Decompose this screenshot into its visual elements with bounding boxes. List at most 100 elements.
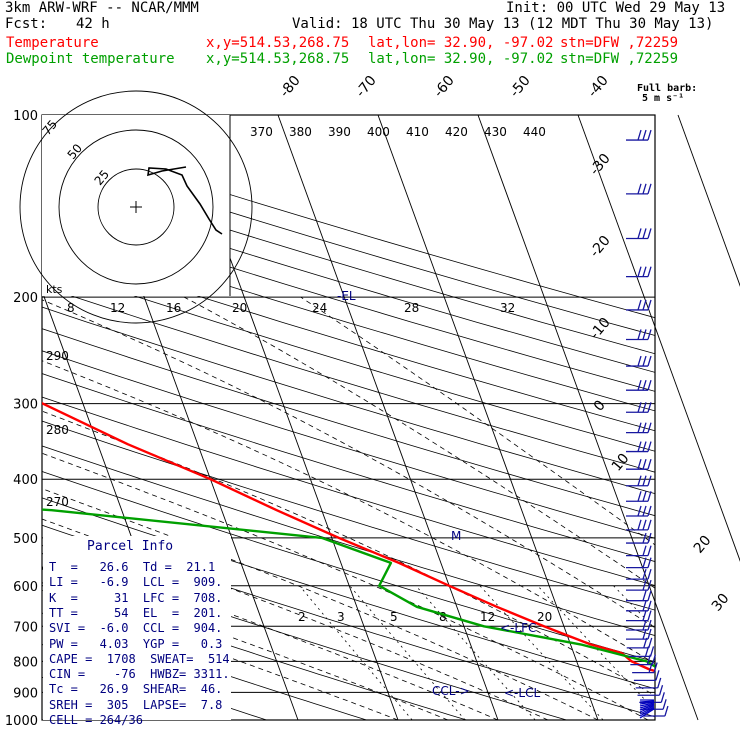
dry-adiabat xyxy=(42,471,655,663)
dry-adiabat xyxy=(42,245,655,432)
wind-barb-flag xyxy=(642,422,647,433)
wind-barb-flag xyxy=(642,590,647,601)
pressure-label: 700 xyxy=(13,620,38,635)
wind-barb-flag xyxy=(647,628,652,640)
isotherm-label: 0 xyxy=(591,397,609,414)
wind-barb-flag xyxy=(647,422,652,433)
wind-barb-flag xyxy=(642,532,647,544)
wind-barb-flag xyxy=(647,379,652,391)
wind-barb-flag xyxy=(643,637,648,649)
wind-barb-flag xyxy=(642,228,647,239)
wind-barb-flag xyxy=(657,677,662,689)
wind-barb-flag xyxy=(647,590,652,601)
wind-barb-flag xyxy=(647,491,652,502)
mixing-ratio-line xyxy=(349,585,466,720)
theta-label: 370 xyxy=(250,125,273,139)
wind-barb-flag xyxy=(642,619,647,631)
wind-barb-flag xyxy=(637,475,642,486)
isotherm-label: 30 xyxy=(709,591,733,615)
wind-barb-flag xyxy=(637,299,642,311)
isotherm-label: -20 xyxy=(587,233,614,261)
isotherm-label: -40 xyxy=(585,73,612,101)
mixing-ratio-label: 5 xyxy=(390,610,398,624)
wind-barb-flag xyxy=(642,568,647,580)
valid-time: Valid: 18 UTC Thu 30 May 13 (12 MDT Thu … xyxy=(292,16,714,32)
isotherm-line xyxy=(377,114,599,721)
wind-barb-flag xyxy=(647,519,652,531)
wind-barb-flag xyxy=(637,379,642,391)
wind-barb-flag xyxy=(642,379,647,391)
parcel-info-row: Tc = 26.9 SHEAR= 46. xyxy=(49,682,223,697)
dry-adiabat xyxy=(42,445,655,636)
pressure-label: 600 xyxy=(13,580,38,595)
wind-barb-flag xyxy=(647,329,652,340)
wind-barb-flag xyxy=(637,266,642,277)
temperature-trace xyxy=(42,401,655,673)
dry-adiabat xyxy=(42,420,655,611)
wind-barb-flag xyxy=(647,532,652,544)
wind-barb-flag xyxy=(642,183,647,195)
legend-temperature-label: Temperature xyxy=(6,35,99,51)
parcel-info-row: CELL = 264/36 xyxy=(49,713,143,727)
mixing-ratio-label: 20 xyxy=(537,610,552,624)
mixing-ratio-label: 28 xyxy=(404,301,419,315)
isotherm-label: 10 xyxy=(609,451,633,475)
mixing-ratio-label: 32 xyxy=(500,301,515,315)
wind-barb-flag xyxy=(637,422,642,433)
theta-e-label: 280 xyxy=(46,423,69,437)
wind-barb-flag xyxy=(648,637,653,649)
theta-label: 390 xyxy=(328,125,351,139)
wind-barb-flag xyxy=(642,557,647,568)
wind-barb-flag xyxy=(664,705,669,717)
isotherm-label: -50 xyxy=(507,73,534,101)
pressure-label: 200 xyxy=(13,291,38,306)
theta-label: 430 xyxy=(484,125,507,139)
wind-barb-flag xyxy=(642,402,647,413)
wind-barb-flag xyxy=(637,459,642,470)
pressure-label: 500 xyxy=(13,532,38,547)
mixed-layer-marker: M xyxy=(451,529,461,543)
parcel-info-row: K = 31 LFC = 708. xyxy=(49,590,223,605)
dry-adiabat xyxy=(42,497,655,690)
wind-barbs xyxy=(626,129,669,719)
pressure-label: 100 xyxy=(13,109,38,124)
wind-barb-flag xyxy=(637,355,642,367)
wind-barb-flag xyxy=(647,441,652,452)
hodograph-units-label: kts xyxy=(46,283,63,296)
wind-barb-flag xyxy=(647,266,652,277)
wind-barb xyxy=(639,706,655,715)
dry-adiabat xyxy=(42,225,655,412)
wind-barb-flag xyxy=(637,491,642,502)
level-markers: -EL <-LFC <-LCL CCL-> M xyxy=(337,289,540,700)
wind-barb-flag xyxy=(647,505,652,517)
hodograph-ring xyxy=(97,168,175,246)
isotherm-label: 20 xyxy=(691,533,715,557)
wind-barb-flag xyxy=(649,646,655,657)
plot-frame xyxy=(41,114,656,721)
wind-barb-flag xyxy=(642,355,647,367)
isotherm-line xyxy=(577,114,740,562)
mixing-ratio-label: 12 xyxy=(480,610,495,624)
wind-barb-flag xyxy=(647,610,652,621)
wind-barb-flag xyxy=(637,228,642,239)
wind-barb-flag xyxy=(653,662,658,673)
wind-barb-flag xyxy=(637,129,642,141)
wind-barb-flag xyxy=(642,505,647,517)
wind-barb-flag xyxy=(642,475,647,486)
wind-barb-flag xyxy=(647,568,652,580)
parcel-info-title: Parcel Info xyxy=(87,539,174,554)
el-marker: -EL xyxy=(337,289,356,303)
theta-e-label: 290 xyxy=(46,349,69,363)
hodograph-trace xyxy=(147,166,223,235)
wind-barb-flag xyxy=(648,662,653,673)
wind-barb-flag xyxy=(642,299,647,311)
mixing-ratio-label: 2 xyxy=(298,610,306,624)
parcel-info-row: CAPE = 1708 SWEAT= 514 xyxy=(49,651,230,666)
wind-barb-flag xyxy=(647,459,652,470)
dry-adiabat xyxy=(42,206,655,392)
wind-barb-flag xyxy=(647,619,652,631)
mixing-ratio-label: 24 xyxy=(312,301,327,315)
wind-barb-flag xyxy=(642,628,647,640)
mixing-ratio-label: 12 xyxy=(110,301,125,315)
wind-barb-flag xyxy=(642,545,647,556)
